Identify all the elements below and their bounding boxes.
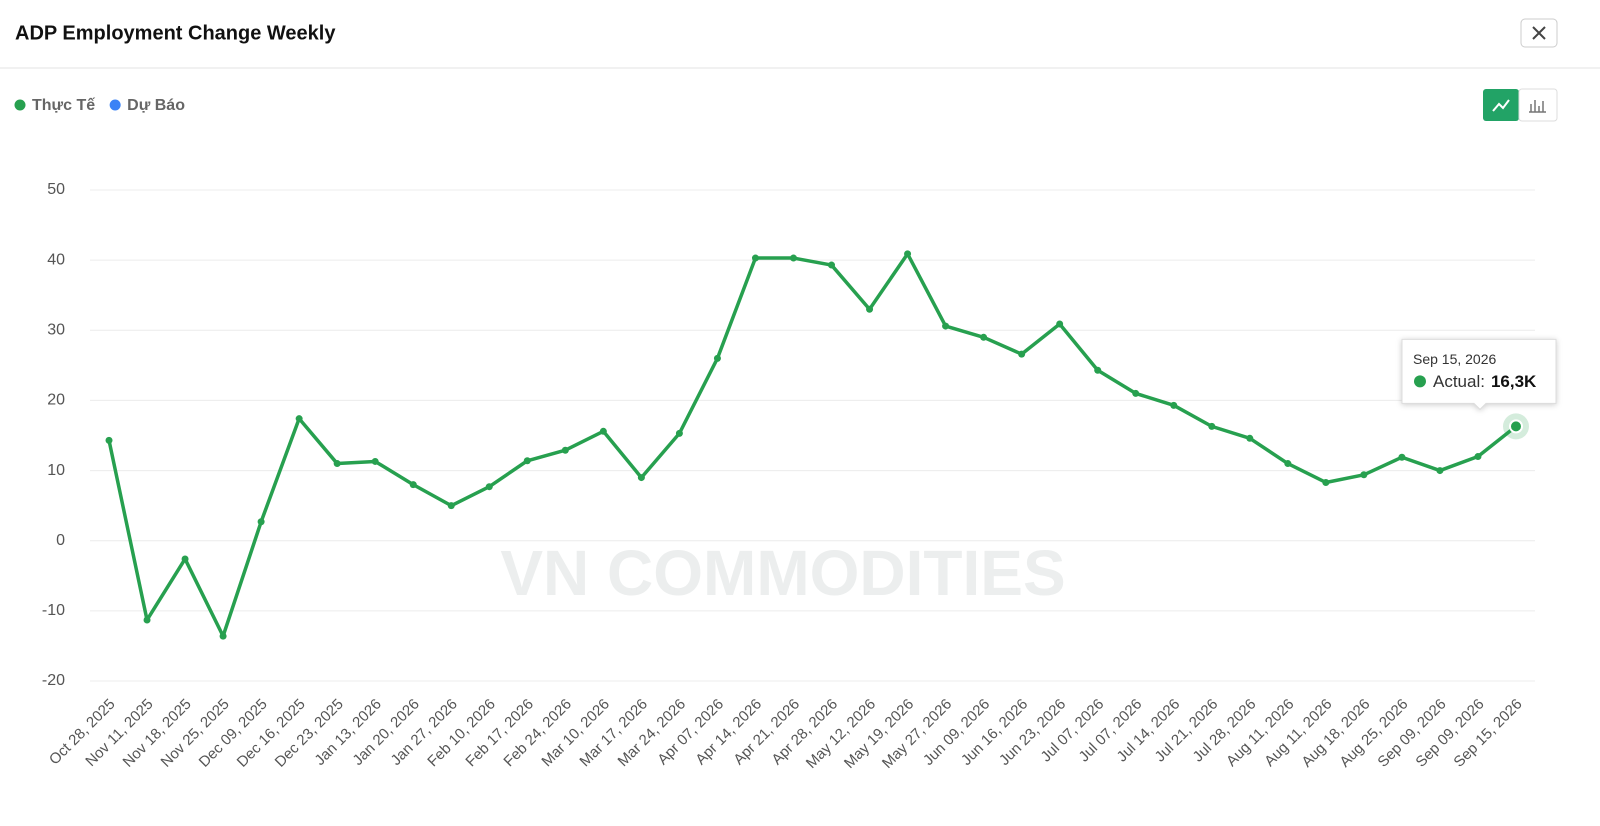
legend: Thực Tế Dự Báo	[14, 97, 185, 114]
data-point	[1170, 401, 1178, 409]
y-tick-label: 40	[47, 251, 65, 268]
data-point	[143, 616, 151, 624]
y-tick-label: -10	[42, 602, 65, 619]
data-point	[1056, 320, 1064, 328]
data-point	[866, 305, 874, 313]
data-point	[485, 483, 493, 491]
data-point	[1246, 434, 1254, 442]
data-point	[1208, 422, 1216, 430]
data-point	[1360, 471, 1368, 479]
data-point	[1398, 453, 1406, 461]
data-point	[789, 254, 797, 262]
data-point	[980, 333, 988, 341]
tooltip-label: Actual:	[1433, 372, 1485, 391]
data-point	[828, 261, 836, 269]
legend-label: Dự Báo	[127, 97, 185, 114]
data-point	[409, 481, 417, 489]
data-point	[1284, 460, 1292, 468]
data-point	[1322, 478, 1330, 486]
data-point	[561, 446, 569, 454]
y-tick-label: 20	[47, 392, 65, 409]
legend-marker	[14, 99, 26, 111]
tooltip-date: Sep 15, 2026	[1413, 351, 1497, 367]
data-point	[333, 460, 341, 468]
line-chart-toggle[interactable]	[1483, 89, 1519, 121]
data-point	[1132, 389, 1140, 397]
data-point	[523, 457, 531, 465]
data-point	[599, 427, 607, 435]
watermark: VN COMMODITIES	[500, 537, 1065, 609]
tooltip-marker	[1413, 375, 1426, 388]
data-point	[181, 555, 189, 563]
tooltip-box	[1401, 338, 1557, 411]
data-point	[751, 254, 759, 262]
data-point	[447, 502, 455, 510]
close-button[interactable]	[1520, 18, 1558, 48]
data-point	[219, 632, 227, 640]
data-point	[371, 457, 379, 465]
data-point	[1436, 467, 1444, 475]
data-point	[675, 429, 683, 437]
bar-chart-toggle[interactable]	[1518, 88, 1558, 122]
data-point	[713, 354, 721, 362]
data-point	[257, 518, 265, 526]
series-line	[107, 252, 1518, 638]
data-point	[1018, 350, 1026, 358]
y-tick-label: 50	[47, 181, 65, 198]
data-point	[637, 474, 645, 482]
legend-marker	[109, 99, 121, 111]
tooltip-value: 16,3K	[1491, 372, 1537, 391]
y-tick-label: 10	[47, 462, 65, 479]
data-point	[105, 436, 113, 444]
data-point	[1474, 453, 1482, 461]
data-point	[295, 415, 303, 423]
chart-title: ADP Employment Change Weekly	[15, 22, 336, 44]
data-point	[904, 250, 912, 258]
y-tick-label: 30	[47, 322, 65, 339]
data-point	[1094, 366, 1102, 374]
legend-label: Thực Tế	[32, 97, 95, 114]
y-tick-label: 0	[56, 532, 65, 549]
hover-point	[1508, 419, 1523, 434]
data-point	[942, 322, 950, 330]
y-tick-label: -20	[42, 672, 65, 689]
